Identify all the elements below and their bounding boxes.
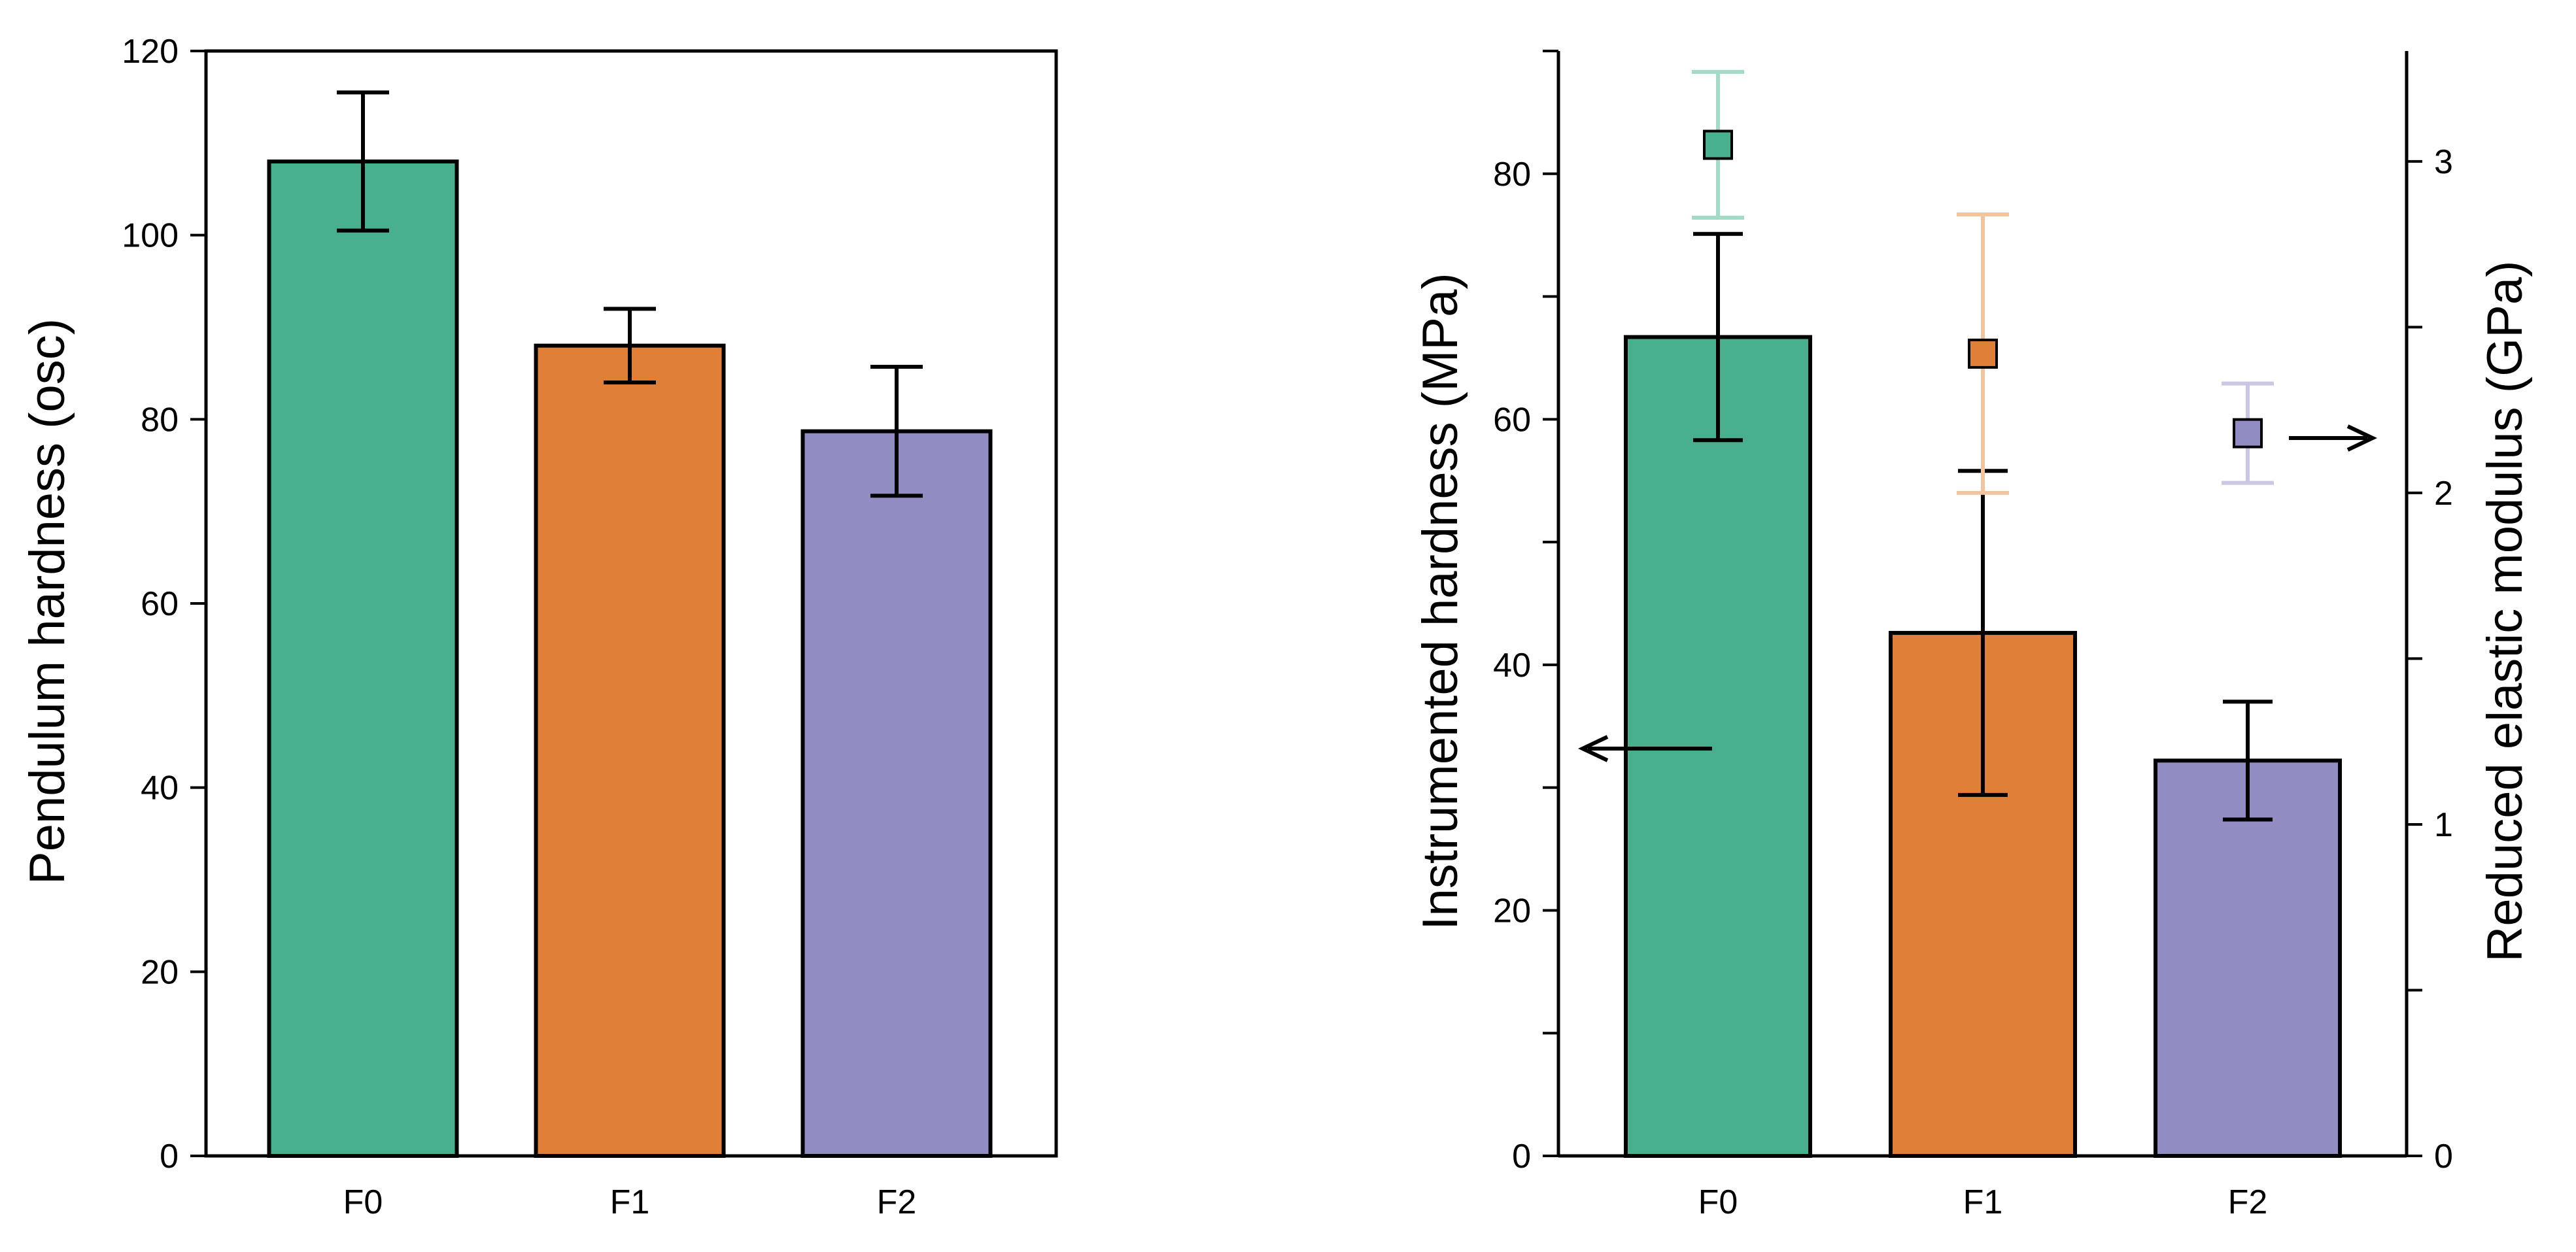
bar-f0 [267, 160, 459, 1158]
y-tick-label: 0 [160, 1138, 179, 1176]
y-tick-label: 100 [122, 217, 179, 255]
error-bar-f1 [604, 307, 656, 384]
bar-f0 [1624, 335, 1812, 1158]
y-tick-label: 20 [1493, 892, 1531, 930]
x-tick-label: F0 [1698, 1183, 1738, 1221]
x-axis-ticks: F0 F1 F2 [1698, 1183, 2268, 1221]
y-tick-label: 40 [1493, 647, 1531, 685]
y-right-tick-label: 2 [2434, 475, 2453, 513]
right-y-axis-title: Reduced elastic modulus (GPa) [2477, 261, 2533, 962]
bar-f2 [2154, 758, 2342, 1159]
x-tick-label: F1 [610, 1183, 650, 1221]
bar-f2 [800, 429, 993, 1158]
y-axis-ticks: 0 20 40 60 80 100 120 [122, 33, 206, 1176]
y-right-tick-label: 1 [2434, 806, 2453, 844]
y-tick-label: 80 [141, 401, 179, 439]
y-tick-label: 40 [141, 770, 179, 807]
y-tick-label: 60 [141, 585, 179, 623]
bar-f1 [534, 343, 726, 1159]
y-tick-label: 20 [141, 953, 179, 991]
right-arrow-icon [2289, 424, 2378, 452]
markers-layer [1703, 129, 2263, 448]
chart-pendulum-hardness: 0 20 40 60 80 100 120 F0 F1 F2 Pendulum hardness… [20, 33, 1058, 1221]
chart-instrumented-hardness: 0 20 40 60 80 0 1 2 3 F0 F1 F2 Instrumented hardn… [1413, 50, 2533, 1221]
y-tick-label: 60 [1493, 401, 1531, 439]
y-tick-label: 0 [1512, 1138, 1531, 1176]
error-bar-f2 [870, 365, 923, 498]
y-tick-label: 80 [1493, 156, 1531, 194]
left-y-axis-ticks: 0 20 40 60 80 [1493, 50, 1558, 1176]
axis-arrows [1577, 424, 2378, 762]
left-y-axis-title: Instrumented hardness (MPa) [1413, 273, 1468, 930]
error-bars-layer [1693, 231, 2273, 822]
x-tick-label: F1 [1963, 1183, 2003, 1221]
error-bar-f0 [337, 90, 389, 233]
error-bar-f2 [2223, 700, 2273, 822]
x-tick-label: F0 [343, 1183, 383, 1221]
marker-error-bars-layer [1692, 69, 2274, 495]
x-tick-label: F2 [877, 1183, 917, 1221]
x-tick-label: F2 [2228, 1183, 2268, 1221]
y-axis-title: Pendulum hardness (osc) [20, 318, 75, 885]
x-axis-ticks: F0 F1 F2 [343, 1183, 917, 1221]
marker-f1 [1968, 338, 1998, 369]
error-bar-f0 [1693, 231, 1743, 443]
left-arrow-icon [1577, 735, 1712, 762]
error-bars-layer [337, 90, 923, 498]
y-right-tick-label: 3 [2434, 143, 2453, 181]
marker-f0 [1703, 129, 1733, 160]
y-tick-label: 120 [122, 33, 179, 71]
y-right-tick-label: 0 [2434, 1138, 2453, 1176]
axes-lines [1556, 51, 2409, 1158]
marker-f2 [2233, 418, 2263, 448]
right-y-axis-ticks: 0 1 2 3 [2407, 143, 2453, 1176]
